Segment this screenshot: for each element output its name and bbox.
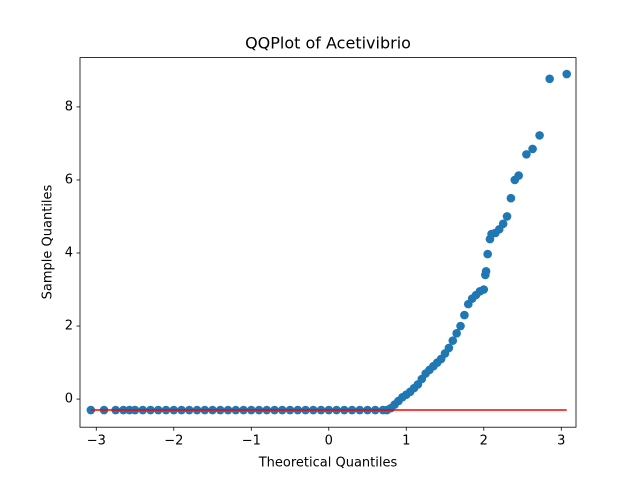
point [502, 212, 512, 221]
point [481, 266, 491, 276]
y-tick-label: 6 [65, 172, 73, 187]
x-tick-label: 2 [480, 434, 488, 449]
y-tick-label: 4 [65, 245, 73, 260]
point [479, 285, 489, 294]
point [514, 171, 523, 180]
x-axis-label: Theoretical Quantiles [258, 456, 398, 471]
y-tick-label: 0 [65, 392, 73, 407]
x-tick-label: 1 [402, 434, 410, 449]
point [528, 144, 537, 154]
x-tick-label: 3 [557, 434, 565, 449]
chart-title: QQPlot of Acetivibrio [245, 34, 411, 53]
x-tick-label: 0 [325, 434, 333, 449]
point [86, 405, 96, 415]
plot-frame [79, 57, 577, 428]
point [456, 321, 465, 331]
y-tick-label: 8 [65, 99, 73, 114]
point [444, 343, 454, 353]
point [460, 310, 469, 320]
point [562, 69, 571, 79]
point [522, 150, 531, 159]
x-tick-label: −3 [87, 434, 106, 449]
point [545, 74, 554, 84]
point [448, 336, 458, 345]
x-tick-label: −2 [164, 434, 183, 449]
point [535, 131, 544, 140]
point [483, 249, 492, 259]
y-tick-label: 2 [65, 319, 73, 334]
x-tick-label: −1 [242, 434, 261, 449]
point [452, 329, 461, 338]
point [506, 193, 516, 203]
y-axis-label: Sample Quantiles [41, 184, 56, 299]
point [498, 219, 508, 229]
